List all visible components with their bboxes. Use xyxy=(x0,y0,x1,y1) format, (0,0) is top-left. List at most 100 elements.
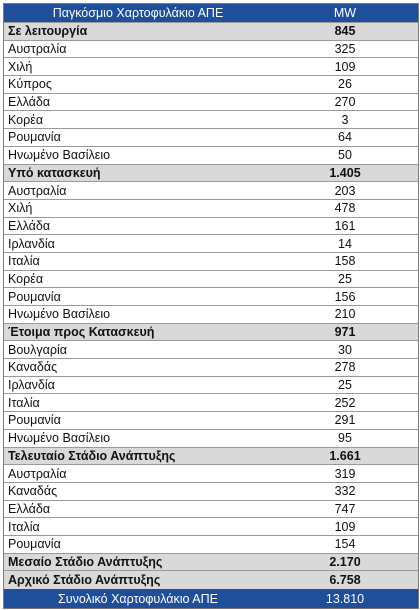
table-row: Βουλγαρία 30 xyxy=(4,341,418,360)
country-cell: Χιλή xyxy=(8,201,33,216)
country-cell: Ιταλία xyxy=(8,395,40,410)
header-unit: MW xyxy=(333,6,357,20)
table-row: Κύπρος 26 xyxy=(4,76,418,94)
country-cell: Αυστραλία xyxy=(8,466,67,481)
group-total: 2.170 xyxy=(329,554,361,569)
group-row: Υπό κατασκευή 1.405 xyxy=(4,164,418,183)
group-row: Αρχικό Στάδιο Ανάπτυξης 6.758 xyxy=(4,571,418,589)
country-cell: Ρουμανία xyxy=(8,413,61,428)
mw-cell: 210 xyxy=(334,307,356,322)
table-row: Καναδάς 278 xyxy=(4,359,418,377)
table-row: Καναδάς 332 xyxy=(4,483,418,501)
table-row: Ελλάδα 747 xyxy=(4,501,418,519)
mw-cell: 291 xyxy=(334,413,356,428)
table-row: Ρουμανία 64 xyxy=(4,129,418,147)
country-cell: Ελλάδα xyxy=(8,501,51,516)
group-label: Τελευταίο Στάδιο Ανάπτυξης xyxy=(8,448,176,463)
mw-cell: 26 xyxy=(338,77,352,92)
country-cell: Κορέα xyxy=(8,112,44,127)
table-row: Ρουμανία 291 xyxy=(4,412,418,430)
group-row: Έτοιμα προς Κατασκευή 971 xyxy=(4,323,418,342)
table-row: Ηνωμένο Βασίλειο 50 xyxy=(4,147,418,165)
mw-cell: 161 xyxy=(334,218,356,233)
mw-cell: 109 xyxy=(334,59,356,74)
group-label: Μεσαίο Στάδιο Ανάπτυξης xyxy=(8,554,163,569)
country-cell: Αυστραλία xyxy=(8,42,67,57)
mw-cell: 30 xyxy=(338,342,352,357)
table-row: Κορέα 3 xyxy=(4,111,418,130)
country-cell: Ρουμανία xyxy=(8,289,61,304)
table-row: Χιλή 478 xyxy=(4,200,418,218)
mw-cell: 50 xyxy=(338,148,352,163)
table-row: Χιλή 109 xyxy=(4,58,418,77)
mw-cell: 203 xyxy=(334,183,356,198)
country-cell: Καναδάς xyxy=(8,484,58,499)
country-cell: Ηνωμένο Βασίλειο xyxy=(8,307,111,322)
country-cell: Αυστραλία xyxy=(8,183,67,198)
mw-cell: 64 xyxy=(338,130,352,145)
group-label: Αρχικό Στάδιο Ανάπτυξης xyxy=(8,573,161,588)
mw-cell: 25 xyxy=(338,271,352,286)
group-total: 971 xyxy=(334,325,356,340)
group-total: 6.758 xyxy=(329,573,361,588)
mw-cell: 14 xyxy=(338,236,352,251)
group-row: Τελευταίο Στάδιο Ανάπτυξης 1.661 xyxy=(4,447,418,466)
country-cell: Ρουμανία xyxy=(8,537,61,552)
country-cell: Ιρλανδία xyxy=(8,378,55,393)
table-row: Ιταλία 109 xyxy=(4,518,418,536)
mw-cell: 270 xyxy=(334,95,356,110)
table-row: Ελλάδα 161 xyxy=(4,218,418,236)
portfolio-table: Παγκόσμιο Χαρτοφυλάκιο ΑΠΕ MW Σε λειτουρ… xyxy=(3,3,419,609)
mw-cell: 332 xyxy=(334,484,356,499)
table-row: Ιρλανδία 25 xyxy=(4,377,418,395)
mw-cell: 747 xyxy=(334,501,356,516)
footer-total: 13.810 xyxy=(325,591,365,606)
country-cell: Ιταλία xyxy=(8,254,40,269)
table-row: Αυστραλία 325 xyxy=(4,41,418,59)
mw-cell: 25 xyxy=(338,378,352,393)
table-row: Ελλάδα 270 xyxy=(4,94,418,112)
mw-cell: 154 xyxy=(334,537,356,552)
table-row: Ιταλία 158 xyxy=(4,253,418,271)
country-cell: Ηνωμένο Βασίλειο xyxy=(8,431,111,446)
country-cell: Κορέα xyxy=(8,271,44,286)
table-row: Ρουμανία 156 xyxy=(4,288,418,306)
country-cell: Ιρλανδία xyxy=(8,236,55,251)
mw-cell: 478 xyxy=(334,201,356,216)
mw-cell: 3 xyxy=(341,112,349,127)
country-cell: Κύπρος xyxy=(8,77,52,92)
table-row: Ιρλανδία 14 xyxy=(4,235,418,253)
table-row: Ρουμανία 154 xyxy=(4,536,418,554)
country-cell: Ιταλία xyxy=(8,519,40,534)
group-label: Σε λειτουργία xyxy=(8,24,88,39)
country-cell: Ελλάδα xyxy=(8,95,51,110)
table-body: Σε λειτουργία 845 Αυστραλία 325 Χιλή 109 Κύπρο… xyxy=(4,23,418,589)
group-row: Σε λειτουργία 845 xyxy=(4,23,418,41)
mw-cell: 319 xyxy=(334,466,356,481)
mw-cell: 156 xyxy=(334,289,356,304)
group-total: 845 xyxy=(334,24,356,39)
country-cell: Βουλγαρία xyxy=(8,342,67,357)
group-total: 1.405 xyxy=(329,165,361,180)
table-row: Ιταλία 252 xyxy=(4,394,418,413)
table-row: Ηνωμένο Βασίλειο 95 xyxy=(4,430,418,448)
table-footer: Συνολικό Χαρτοφυλάκιο ΑΠΕ 13.810 xyxy=(4,589,418,608)
group-label: Υπό κατασκευή xyxy=(8,165,101,180)
mw-cell: 325 xyxy=(334,42,356,57)
country-cell: Χιλή xyxy=(8,59,33,74)
table-row: Αυστραλία 203 xyxy=(4,182,418,200)
group-total: 1.661 xyxy=(329,448,361,463)
country-cell: Ελλάδα xyxy=(8,218,51,233)
table-header: Παγκόσμιο Χαρτοφυλάκιο ΑΠΕ MW xyxy=(4,4,418,23)
country-cell: Ηνωμένο Βασίλειο xyxy=(8,148,111,163)
group-label: Έτοιμα προς Κατασκευή xyxy=(8,325,155,340)
mw-cell: 109 xyxy=(334,519,356,534)
mw-cell: 95 xyxy=(338,431,352,446)
header-title: Παγκόσμιο Χαρτοφυλάκιο ΑΠΕ xyxy=(52,6,224,20)
footer-label: Συνολικό Χαρτοφυλάκιο ΑΠΕ xyxy=(58,591,218,606)
country-cell: Καναδάς xyxy=(8,360,58,375)
group-row: Μεσαίο Στάδιο Ανάπτυξης 2.170 xyxy=(4,553,418,572)
table-row: Ηνωμένο Βασίλειο 210 xyxy=(4,306,418,324)
table-row: Αυστραλία 319 xyxy=(4,465,418,483)
table-row: Κορέα 25 xyxy=(4,271,418,289)
